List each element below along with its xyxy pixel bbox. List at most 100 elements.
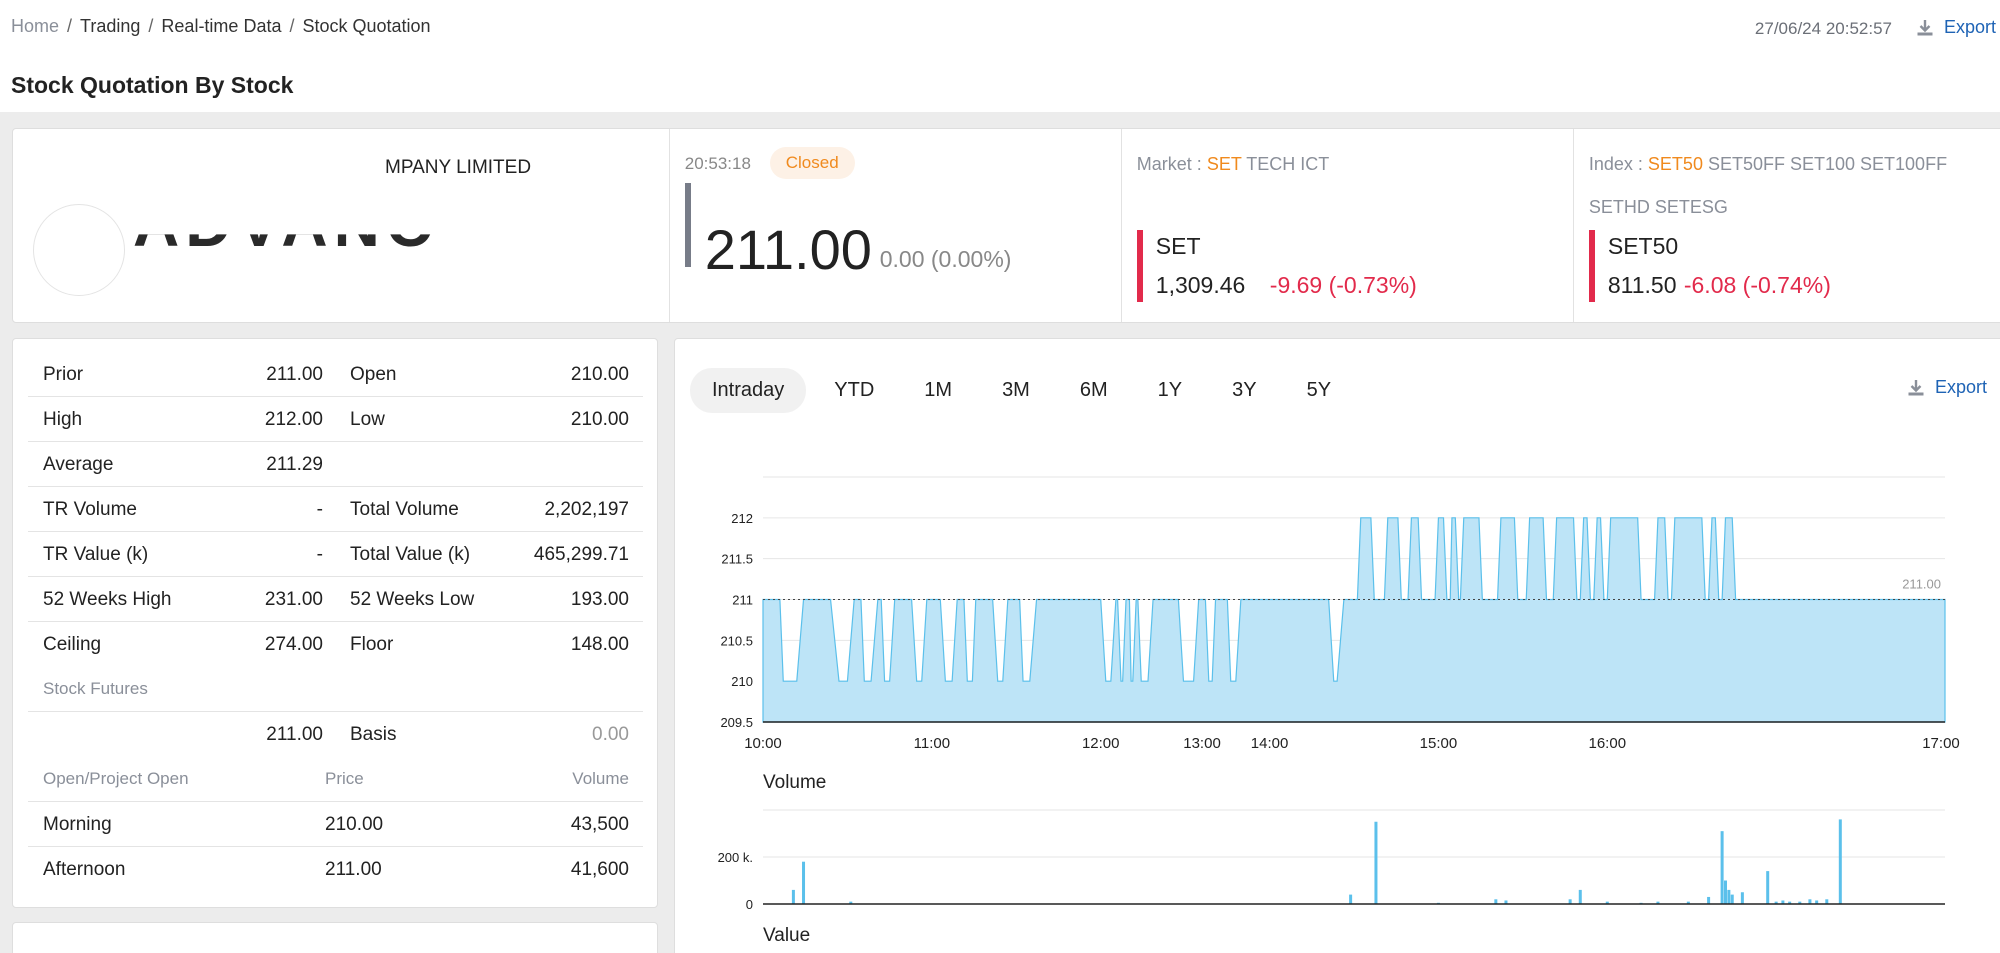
volume-bar <box>1656 901 1660 904</box>
info-label: Average <box>43 454 114 475</box>
index-line: Index : SET50 SET50FF SET100 SET100FF <box>1589 154 1947 175</box>
index-primary[interactable]: SET50 <box>1647 154 1703 174</box>
volume-bar <box>1494 899 1498 904</box>
index-others-line2[interactable]: SETHD SETESG <box>1588 197 1728 217</box>
info-label: TR Volume <box>43 499 137 520</box>
info-value: 210.00 <box>570 364 629 385</box>
company-name: MPANY LIMITED <box>385 157 532 178</box>
breadcrumb-separator: / <box>148 16 154 36</box>
volume-bar <box>1781 900 1785 904</box>
volume-bar <box>1766 871 1770 904</box>
tab-5y[interactable]: 5Y <box>1306 379 1332 401</box>
chart-export-button[interactable]: Export <box>1907 377 1987 398</box>
info-value: 231.00 <box>264 589 323 610</box>
session-label: Afternoon <box>43 859 126 880</box>
market-primary[interactable]: SET <box>1206 154 1242 174</box>
info-label: 52 Weeks Low <box>350 589 475 610</box>
index-name: SET50 <box>1607 233 1679 259</box>
volume-bar <box>1838 819 1842 904</box>
tab-ytd[interactable]: YTD <box>834 379 875 401</box>
breadcrumb-current: Stock Quotation <box>302 16 431 36</box>
volume-bar <box>791 889 795 904</box>
breadcrumb-trading[interactable]: Trading <box>80 16 141 36</box>
info-row: TR Volume - Total Volume 2,202,197 <box>28 487 643 532</box>
x-tick-label: 13:00 <box>1183 735 1221 752</box>
futures-price: 211.00 <box>266 724 323 745</box>
volume-bar <box>1774 901 1778 904</box>
tab-6m[interactable]: 6M <box>1079 379 1108 401</box>
price-section: 20:53:18 Closed 211.00 0.00 (0.00%) <box>670 129 1122 322</box>
download-icon <box>1917 19 1933 35</box>
quote-header-card: MPANY LIMITED ADVANC 20:53:18 Closed 211… <box>12 128 2000 323</box>
volume-y-tick-label: 200 k. <box>718 850 753 865</box>
breadcrumb: Home / Trading / Real-time Data / Stock … <box>11 16 431 37</box>
market-sectors[interactable]: TECH ICT <box>1246 154 1330 174</box>
value-title: Value <box>763 925 810 946</box>
market-label: Market : <box>1136 154 1202 174</box>
volume-bar <box>1815 900 1819 904</box>
info-value: 211.29 <box>266 454 323 475</box>
info-label: TR Value (k) <box>43 544 149 565</box>
session-price: 211.00 <box>325 859 382 880</box>
reference-label: 211.00 <box>1902 577 1941 592</box>
column-header: Volume <box>572 769 629 788</box>
info-row: Ceiling 274.00 Floor 148.00 <box>28 622 643 667</box>
market-index-value: 1,309.46 <box>1155 272 1246 298</box>
tab-intraday[interactable]: Intraday <box>690 368 807 413</box>
index-others[interactable]: SET50FF SET100 SET100FF <box>1707 154 1948 174</box>
info-label: 52 Weeks High <box>43 589 172 610</box>
info-row: 52 Weeks High 231.00 52 Weeks Low 193.00 <box>28 577 643 622</box>
info-label: High <box>43 409 83 430</box>
info-row: Prior 211.00 Open 210.00 <box>28 352 643 397</box>
x-tick-label: 14:00 <box>1251 735 1289 752</box>
column-header: Price <box>325 769 364 788</box>
volume-bar <box>1727 889 1731 904</box>
volume-bar <box>1578 889 1582 904</box>
chart-card: Intraday YTD 1M 3M 6M 1Y 3Y 5Y Export 20… <box>674 338 2000 953</box>
market-line: Market : SET TECH ICT <box>1137 154 1329 175</box>
info-label: Total Value (k) <box>350 544 471 565</box>
tab-3y[interactable]: 3Y <box>1232 379 1257 401</box>
download-icon <box>1908 379 1924 395</box>
volume-title: Volume <box>763 772 826 793</box>
x-tick-label: 12:00 <box>1082 735 1120 752</box>
info-value: 193.00 <box>570 589 629 610</box>
info-label: Prior <box>43 364 84 385</box>
y-tick-label: 211 <box>732 593 753 608</box>
y-tick-label: 210.5 <box>720 633 753 648</box>
price-indicator-bar <box>684 183 691 267</box>
volume-bar <box>802 861 806 904</box>
tab-1m[interactable]: 1M <box>924 379 953 401</box>
projected-row: Morning 210.00 43,500 <box>28 802 643 847</box>
intraday-chart[interactable]: 209.5 210 210.5 211 211.5 212 211.00 10:00 11:00… <box>675 339 2000 953</box>
x-tick-label: 16:00 <box>1589 735 1627 752</box>
company-section: MPANY LIMITED ADVANC <box>13 129 670 322</box>
info-label: Open <box>350 364 397 385</box>
export-button[interactable]: Export <box>1916 17 1996 38</box>
last-price: 211.00 <box>704 218 872 281</box>
info-value: 210.00 <box>570 409 629 430</box>
basis-label: Basis <box>350 724 397 745</box>
volume-bar <box>1707 896 1711 904</box>
info-row: High 212.00 Low 210.00 <box>28 397 643 442</box>
breadcrumb-separator: / <box>289 16 295 36</box>
info-value: 212.00 <box>264 409 323 430</box>
tab-3m[interactable]: 3M <box>1002 379 1030 401</box>
export-label: Export <box>1943 17 1996 37</box>
volume-bar <box>1788 901 1792 904</box>
export-label: Export <box>1935 377 1988 397</box>
volume-bar <box>1825 899 1829 904</box>
tab-1y[interactable]: 1Y <box>1157 379 1183 401</box>
x-tick-label: 17:00 <box>1922 735 1960 752</box>
session-volume: 41,600 <box>570 859 629 880</box>
breadcrumb-home[interactable]: Home <box>11 16 60 36</box>
futures-row: 211.00 Basis 0.00 <box>28 712 643 757</box>
volume-bar <box>1740 892 1744 904</box>
volume-bar <box>1605 901 1609 904</box>
volume-bar <box>1686 901 1690 904</box>
top-bar: Home / Trading / Real-time Data / Stock … <box>0 0 2000 112</box>
last-update-timestamp: 27/06/24 20:52:57 <box>1754 19 1892 38</box>
session-label: Morning <box>43 814 112 835</box>
volume-bar <box>1720 831 1724 904</box>
breadcrumb-realtime[interactable]: Real-time Data <box>161 16 282 36</box>
